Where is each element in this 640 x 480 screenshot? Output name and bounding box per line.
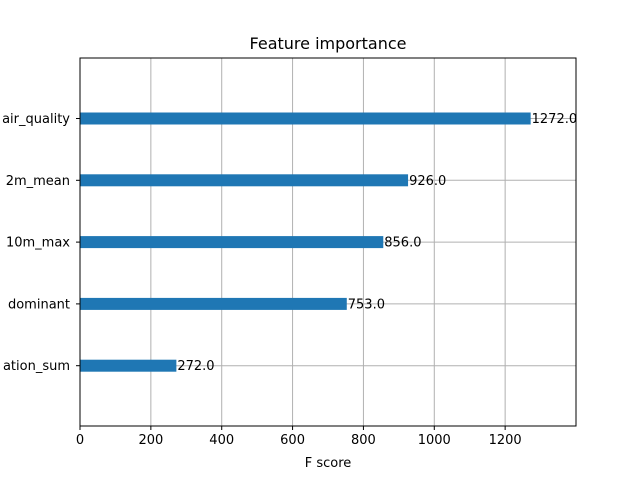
x-tick-label: 200 [138, 433, 163, 448]
y-tick-label: dominant [8, 297, 70, 312]
bars [80, 112, 531, 372]
y-tick-label: air_quality [2, 112, 70, 127]
x-tick-label: 600 [280, 433, 305, 448]
x-tick-label: 1200 [489, 433, 522, 448]
x-axis: 0 200 400 600 800 1000 1200 [76, 426, 522, 448]
bar [80, 174, 409, 187]
x-axis-label: F score [305, 456, 352, 471]
data-label: 926.0 [409, 174, 446, 189]
data-label: 856.0 [384, 236, 421, 251]
y-axis: air_quality 2m_mean 10m_max dominant ation_s… [2, 112, 80, 374]
data-label: 753.0 [348, 297, 385, 312]
data-label: 1272.0 [532, 112, 578, 127]
y-tick-label: 2m_mean [6, 174, 70, 189]
bar [80, 359, 177, 372]
x-tick-label: 800 [351, 433, 376, 448]
y-tick-label: ation_sum [3, 359, 70, 374]
bar [80, 112, 531, 125]
bar [80, 236, 384, 249]
data-label: 272.0 [177, 359, 214, 374]
y-tick-label: 10m_max [6, 236, 70, 251]
x-tick-label: 400 [209, 433, 234, 448]
x-tick-label: 1000 [418, 433, 451, 448]
x-tick-label: 0 [76, 433, 84, 448]
bar [80, 297, 347, 310]
data-labels: 1272.0 926.0 856.0 753.0 272.0 [177, 112, 577, 374]
chart-title: Feature importance [250, 34, 407, 53]
